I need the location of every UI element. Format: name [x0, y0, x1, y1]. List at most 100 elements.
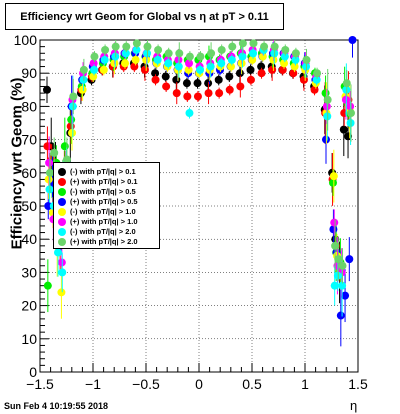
data-point	[291, 55, 300, 64]
data-point	[217, 45, 226, 54]
data-point	[121, 49, 130, 58]
data-point	[270, 42, 279, 51]
y-tick-label: 10	[21, 331, 37, 347]
data-point	[45, 158, 54, 167]
data-point	[341, 291, 350, 300]
data-point	[99, 65, 108, 74]
data-point	[164, 59, 173, 68]
data-point	[336, 311, 345, 320]
data-point	[185, 52, 194, 61]
legend-label: (-) with pT/|q| > 1.0	[70, 207, 136, 216]
y-axis-label: Efficiency wrt Geom (%)	[8, 77, 26, 250]
legend-label: (-) with pT/|q| > 0.1	[70, 167, 136, 176]
data-point	[312, 75, 321, 84]
data-point	[121, 59, 130, 68]
data-point	[214, 75, 223, 84]
data-point	[122, 42, 131, 51]
data-point	[100, 55, 109, 64]
data-point	[260, 42, 269, 51]
data-point	[339, 125, 348, 134]
legend-entry: (-) with pT/|q| > 0.5	[54, 187, 159, 197]
data-point	[238, 39, 247, 48]
data-point	[227, 62, 236, 71]
data-point	[329, 172, 338, 181]
x-tick-label: 1	[301, 376, 309, 392]
data-point	[236, 82, 245, 91]
data-point	[313, 69, 322, 78]
data-point	[69, 92, 78, 101]
data-point	[238, 52, 247, 61]
data-point	[153, 55, 162, 64]
data-point	[196, 52, 205, 61]
data-point	[345, 255, 354, 264]
data-point	[45, 168, 54, 177]
data-point	[78, 85, 87, 94]
data-point	[299, 75, 308, 84]
data-point	[162, 82, 171, 91]
data-point	[334, 255, 343, 264]
data-point	[143, 42, 152, 51]
y-tick-label: 0	[29, 364, 37, 380]
data-point	[289, 69, 298, 78]
data-point	[43, 281, 52, 290]
data-point	[342, 79, 351, 88]
y-tick-label: 80	[21, 98, 37, 114]
axis-ticks	[39, 39, 359, 373]
x-axis-label: η	[350, 398, 358, 413]
data-point	[328, 178, 337, 187]
data-point	[111, 42, 120, 51]
data-point	[101, 45, 110, 54]
x-tick-label: 0	[195, 376, 203, 392]
legend-marker	[58, 218, 66, 226]
data-point	[227, 55, 236, 64]
data-point	[43, 142, 52, 151]
data-point	[323, 95, 332, 104]
data-point	[42, 85, 51, 94]
data-point	[330, 218, 339, 227]
data-point	[338, 281, 347, 290]
data-point	[290, 62, 299, 71]
data-point	[204, 89, 213, 98]
data-point	[207, 49, 216, 58]
series-7	[45, 42, 355, 317]
data-point	[89, 59, 98, 68]
y-tick-label: 30	[21, 264, 37, 280]
chart-title: Efficiency wrt Geom for Global vs η at p…	[5, 3, 284, 30]
data-point	[60, 142, 69, 151]
data-point	[217, 59, 226, 68]
legend-entry: (+) with pT/|q| > 0.5	[54, 197, 159, 207]
data-point	[174, 62, 183, 71]
data-point	[246, 75, 255, 84]
data-point	[291, 49, 300, 58]
data-point	[44, 202, 53, 210]
data-point	[79, 65, 88, 74]
data-point	[347, 109, 356, 118]
legend-marker	[58, 228, 66, 236]
data-point	[225, 85, 234, 94]
legend-marker	[58, 168, 66, 176]
legend-marker	[58, 238, 66, 246]
timestamp: Sun Feb 4 10:19:55 2018	[4, 401, 109, 411]
y-tick-label: 20	[21, 298, 37, 314]
legend-label: (+) with pT/|q| > 1.0	[70, 217, 138, 226]
legend-label: (+) with pT/|q| > 2.0	[70, 237, 138, 246]
y-tick-label: 50	[21, 198, 37, 214]
data-point	[280, 59, 289, 68]
data-point	[249, 49, 258, 58]
data-point	[182, 79, 191, 88]
legend-entry: (+) with pT/|q| > 2.0	[54, 237, 159, 247]
legend: (-) with pT/|q| > 0.1 (+) with pT/|q| > 0…	[53, 162, 160, 249]
data-point	[257, 62, 266, 71]
data-point	[228, 42, 237, 51]
legend-entry: (-) with pT/|q| > 2.0	[54, 227, 159, 237]
data-point	[281, 45, 290, 54]
data-point	[172, 89, 181, 98]
data-point	[154, 45, 163, 54]
legend-entry: (+) with pT/|q| > 0.1	[54, 177, 159, 187]
legend-label: (-) with pT/|q| > 0.5	[70, 187, 136, 196]
data-point	[184, 65, 193, 74]
x-tick-label: −1	[85, 376, 101, 392]
data-point	[258, 52, 267, 61]
x-tick-label: 1.5	[348, 376, 368, 392]
